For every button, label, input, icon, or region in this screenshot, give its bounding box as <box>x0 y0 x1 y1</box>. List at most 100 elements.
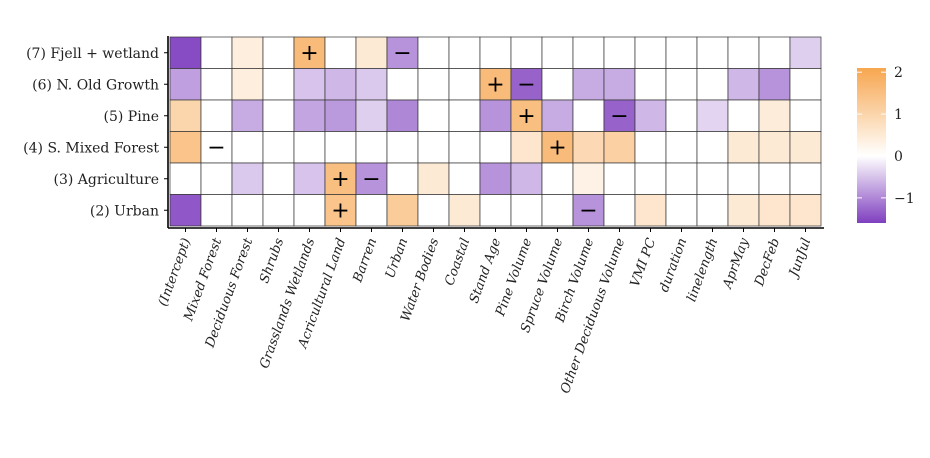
heatmap-cell <box>448 162 481 195</box>
color-bar <box>857 68 886 223</box>
heatmap-cell <box>169 162 202 195</box>
heatmap-cell <box>696 162 729 195</box>
heatmap-cell <box>634 68 667 101</box>
heatmap-cell <box>231 162 264 195</box>
significance-marker: − <box>393 41 411 66</box>
heatmap-cell <box>448 131 481 164</box>
significance-marker: + <box>486 72 504 97</box>
heatmap-cell <box>510 162 543 195</box>
heatmap-cell <box>789 68 822 101</box>
heatmap-cell <box>789 36 822 69</box>
heatmap-cell <box>727 194 760 227</box>
heatmap-cell <box>572 162 605 195</box>
color-bar-tick-label: 1 <box>894 107 903 123</box>
y-tick-label: (3) Agriculture <box>54 172 159 188</box>
heatmap-cell <box>231 131 264 164</box>
heatmap-cell <box>665 99 698 132</box>
heatmap-cell <box>634 131 667 164</box>
heatmap-cell <box>789 194 822 227</box>
heatmap-cell <box>727 162 760 195</box>
heatmap-cell <box>386 36 419 69</box>
x-tick-label: JunJul <box>786 236 815 281</box>
heatmap-cell <box>634 99 667 132</box>
significance-marker: − <box>517 72 535 97</box>
heatmap-cell <box>510 36 543 69</box>
significance-marker: + <box>331 198 349 223</box>
heatmap-cell <box>479 36 512 69</box>
heatmap-cell <box>231 36 264 69</box>
heatmap-cell <box>541 68 574 101</box>
heatmap-cell <box>324 99 357 132</box>
heatmap-cell <box>696 194 729 227</box>
heatmap-cell <box>572 36 605 69</box>
heatmap-cell <box>572 194 605 227</box>
heatmap-cell <box>572 68 605 101</box>
heatmap-cell <box>758 194 791 227</box>
heatmap-cell <box>324 131 357 164</box>
heatmap-cell <box>572 131 605 164</box>
significance-marker: + <box>300 41 318 66</box>
heatmap-cell <box>386 131 419 164</box>
heatmap-cell <box>479 162 512 195</box>
heatmap-cell <box>169 36 202 69</box>
y-tick-label: (7) Fjell + wetland <box>26 46 159 62</box>
heatmap-cell <box>355 194 388 227</box>
heatmap-cell <box>448 194 481 227</box>
heatmap-cell <box>324 36 357 69</box>
heatmap-cell <box>665 131 698 164</box>
heatmap-cell <box>293 99 326 132</box>
heatmap-cell <box>479 99 512 132</box>
x-tick-label: Coastal <box>442 236 473 287</box>
heatmap-cell <box>634 36 667 69</box>
x-tick-label: Stand Age <box>467 236 504 305</box>
heatmap-cell <box>541 131 574 164</box>
significance-marker: − <box>207 135 225 160</box>
heatmap-cell <box>262 194 295 227</box>
x-tick-label: Shrubs <box>257 236 287 285</box>
x-tick-label: Barren <box>350 236 380 285</box>
heatmap-cell <box>417 99 450 132</box>
heatmap-cell <box>479 194 512 227</box>
heatmap-cell <box>603 194 636 227</box>
heatmap-cell <box>696 99 729 132</box>
heatmap-cell <box>386 99 419 132</box>
heatmap-cell <box>448 36 481 69</box>
significance-marker: + <box>331 167 349 192</box>
heatmap-cell <box>603 99 636 132</box>
heatmap-cell <box>355 36 388 69</box>
heatmap-cell <box>293 131 326 164</box>
heatmap-cell <box>665 36 698 69</box>
heatmap-cell <box>758 36 791 69</box>
heatmap-cell <box>634 194 667 227</box>
heatmap-cell <box>262 131 295 164</box>
x-tick-label: AprMay <box>720 236 753 292</box>
heatmap-cell <box>789 131 822 164</box>
heatmap-cell <box>417 162 450 195</box>
heatmap-cell <box>758 162 791 195</box>
y-tick-label: (4) S. Mixed Forest <box>23 140 159 156</box>
x-tick-label: Urban <box>383 236 411 280</box>
heatmap-cell <box>200 36 233 69</box>
color-legend: 2 1 0 −1 <box>857 65 915 223</box>
heatmap-cell <box>169 68 202 101</box>
heatmap-cell <box>386 194 419 227</box>
heatmap-cell <box>169 194 202 227</box>
heatmap-cell <box>541 99 574 132</box>
heatmap-cell <box>231 68 264 101</box>
heatmap-cell <box>541 194 574 227</box>
heatmap-cell <box>789 99 822 132</box>
heatmap-cell <box>417 194 450 227</box>
y-tick-label: (6) N. Old Growth <box>32 77 159 93</box>
heatmap-cell <box>200 99 233 132</box>
x-tick-label: duration <box>657 236 690 294</box>
significance-marker: − <box>362 167 380 192</box>
heatmap-cell <box>293 194 326 227</box>
heatmap-cell <box>665 194 698 227</box>
heatmap-cell <box>355 162 388 195</box>
heatmap-cell <box>727 131 760 164</box>
heatmap-cell <box>200 194 233 227</box>
heatmap-cell <box>541 162 574 195</box>
heatmap-cell <box>355 68 388 101</box>
heatmap-cell <box>510 194 543 227</box>
